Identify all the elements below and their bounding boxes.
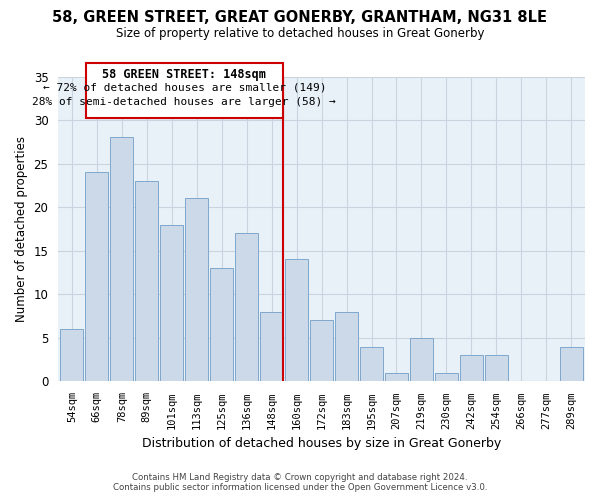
- Bar: [136, 181, 158, 382]
- Text: 58 GREEN STREET: 148sqm: 58 GREEN STREET: 148sqm: [103, 68, 266, 81]
- Bar: [485, 356, 508, 382]
- Text: Contains HM Land Registry data © Crown copyright and database right 2024.
Contai: Contains HM Land Registry data © Crown c…: [113, 473, 487, 492]
- Bar: [235, 234, 258, 382]
- Bar: [110, 138, 133, 382]
- Bar: [435, 372, 458, 382]
- Text: 28% of semi-detached houses are larger (58) →: 28% of semi-detached houses are larger (…: [32, 96, 336, 106]
- Bar: [61, 329, 83, 382]
- Bar: [560, 346, 583, 382]
- Text: Size of property relative to detached houses in Great Gonerby: Size of property relative to detached ho…: [116, 28, 484, 40]
- Bar: [310, 320, 333, 382]
- Y-axis label: Number of detached properties: Number of detached properties: [15, 136, 28, 322]
- Bar: [160, 224, 183, 382]
- Text: 58, GREEN STREET, GREAT GONERBY, GRANTHAM, NG31 8LE: 58, GREEN STREET, GREAT GONERBY, GRANTHA…: [53, 10, 548, 25]
- Bar: [85, 172, 109, 382]
- Bar: [260, 312, 283, 382]
- Bar: [410, 338, 433, 382]
- Bar: [460, 356, 483, 382]
- FancyBboxPatch shape: [86, 64, 283, 118]
- Bar: [285, 260, 308, 382]
- X-axis label: Distribution of detached houses by size in Great Gonerby: Distribution of detached houses by size …: [142, 437, 501, 450]
- Text: ← 72% of detached houses are smaller (149): ← 72% of detached houses are smaller (14…: [43, 82, 326, 92]
- Bar: [360, 346, 383, 382]
- Bar: [385, 372, 408, 382]
- Bar: [335, 312, 358, 382]
- Bar: [185, 198, 208, 382]
- Bar: [210, 268, 233, 382]
